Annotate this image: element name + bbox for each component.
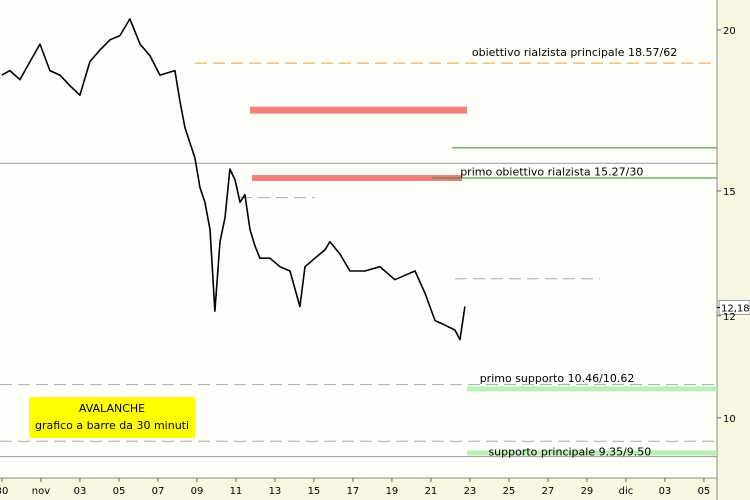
y-tick-label: 12 <box>723 312 736 323</box>
x-tick-label: 27 <box>542 486 555 497</box>
x-tick-label: 30 <box>0 486 8 497</box>
x-tick-label: nov <box>32 486 50 497</box>
annotation: supporto principale 9.35/9.50 <box>488 445 651 458</box>
annotation: primo obiettivo rialzista 15.27/30 <box>460 166 643 179</box>
y-tick-label: 20 <box>723 26 736 37</box>
annotation: obiettivo rialzista principale 18.57/62 <box>472 46 677 59</box>
info-box: AVALANCHE grafico a barre da 30 minuti <box>29 397 195 438</box>
x-tick-label: 03 <box>74 486 87 497</box>
x-axis-panel <box>0 478 717 500</box>
x-tick-label: 19 <box>386 486 399 497</box>
x-tick-label: 29 <box>581 486 594 497</box>
y-tick-label: 15 <box>723 187 736 198</box>
y-tick-label: 10 <box>723 414 736 425</box>
info-title: AVALANCHE <box>79 402 145 415</box>
price-line <box>1 18 466 341</box>
x-tick-label: 11 <box>230 486 243 497</box>
x-tick-label: 13 <box>269 486 282 497</box>
last-price-label: 12,18 <box>721 303 750 314</box>
labels: obiettivo rialzista principale 18.57/62 p… <box>460 46 750 458</box>
x-tick-label: 17 <box>347 486 360 497</box>
x-tick-label: 21 <box>425 486 438 497</box>
x-tick-label: 05 <box>113 486 126 497</box>
x-tick-label: 25 <box>503 486 516 497</box>
x-tick-label: 07 <box>152 486 165 497</box>
x-tick-label: 15 <box>308 486 321 497</box>
annotation: primo supporto 10.46/10.62 <box>480 372 635 385</box>
info-box-bg <box>29 397 195 438</box>
x-tick-label: 23 <box>464 486 477 497</box>
x-tick-label: 09 <box>191 486 204 497</box>
info-subtitle: grafico a barre da 30 minuti <box>35 419 189 432</box>
price-layer <box>1 18 466 341</box>
x-tick-label: 05 <box>698 486 711 497</box>
y-axis-panel <box>717 0 750 500</box>
x-tick-label: 03 <box>659 486 672 497</box>
levels <box>0 62 717 458</box>
x-tick-label: dic <box>619 486 634 497</box>
